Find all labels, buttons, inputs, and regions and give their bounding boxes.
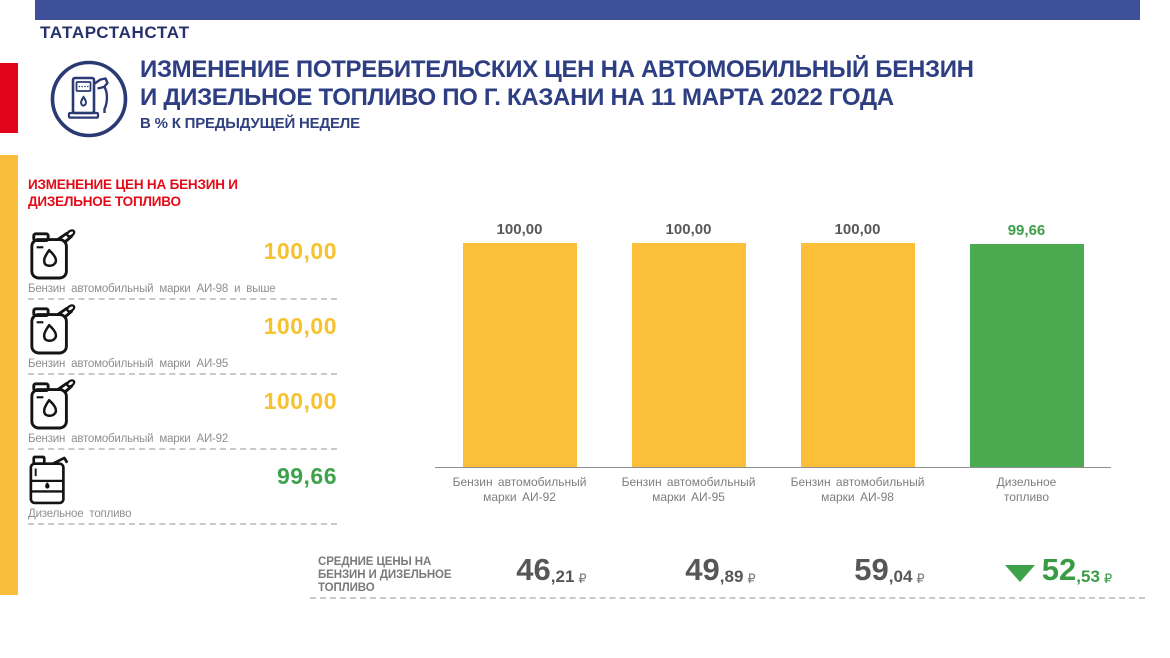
price-change-bar-chart: 100,00 100,00 100,00 99,66 Бензин автомо… [435,216,1111,505]
bar-ai95 [631,243,746,467]
bar-ai98 [800,243,915,467]
trend-down-icon [1004,564,1035,582]
bar-value-label: 99,66 [1007,221,1046,239]
fuel-pump-icon [48,58,130,140]
brand-name: ТАТАРСТАНСТАТ [40,23,190,42]
fuel-item-label: Бензин автомобильный марки АИ-95 [28,358,229,370]
price-ai92: 46,21 ₽ [516,552,587,587]
ruble-sign: ₽ [747,571,756,586]
fuel-index-value: 99,66 [276,463,337,489]
sidebar-heading-line-1: ИЗМЕНЕНИЕ ЦЕН НА БЕНЗИН И [28,177,238,192]
fuel-index-value: 100,00 [263,238,337,264]
bar-column-ai92: 100,00 [435,221,604,467]
sidebar-heading: ИЗМЕНЕНИЕ ЦЕН НА БЕНЗИН И ДИЗЕЛЬНОЕ ТОПЛ… [28,176,238,210]
fuel-item-label: Дизельное топливо [28,508,132,520]
average-prices-heading: СРЕДНИЕ ЦЕНЫ НА БЕНЗИН И ДИЗЕЛЬНОЕ ТОПЛИ… [318,556,452,594]
ruble-sign: ₽ [578,571,587,586]
bar-column-ai95: 100,00 [604,221,773,467]
chart-category-axis: Бензин автомобильный марки АИ-92 Бензин … [435,468,1111,505]
bar-value-label: 100,00 [834,221,881,238]
price-ai95: 49,89 ₽ [685,552,756,587]
page-title: ИЗМЕНЕНИЕ ПОТРЕБИТЕЛЬСКИХ ЦЕН НА АВТОМОБ… [140,56,1150,132]
title-subtitle: В % К ПРЕДЫДУЩЕЙ НЕДЕЛЕ [140,115,360,132]
title-line-2: И ДИЗЕЛЬНОЕ ТОПЛИВО ПО Г. КАЗАНИ НА 11 М… [140,84,894,111]
petrol-canister-icon [28,301,76,362]
fuel-list-item-ai98: 100,00 Бензин автомобильный марки АИ-98 … [28,222,337,300]
bar-column-ai98: 100,00 [773,221,942,467]
bar-value-label: 100,00 [496,221,543,238]
category-label-ai92: Бензин автомобильный марки АИ-92 [452,475,587,504]
category-label-ai95: Бензин автомобильный марки АИ-95 [621,475,756,504]
fuel-index-value: 100,00 [263,388,337,414]
bar-value-label: 100,00 [665,221,712,238]
bar-ai92 [462,243,577,467]
petrol-canister-icon [28,376,76,437]
category-label-diesel: Дизельное топливо [996,475,1057,504]
bottom-dashed-divider [310,597,1145,599]
left-red-accent [0,63,18,133]
category-label-ai98: Бензин автомобильный марки АИ-98 [790,475,925,504]
fuel-list-item-diesel: 99,66 Дизельное топливо [28,447,337,525]
fuel-item-label: Бензин автомобильный марки АИ-98 и выше [28,283,276,295]
bar-column-diesel: 99,66 [942,222,1111,467]
chart-plot-area: 100,00 100,00 100,00 99,66 [435,216,1111,468]
ruble-sign: ₽ [916,571,925,586]
price-diesel: 52,53 ₽ [974,552,1143,588]
sidebar-heading-line-2: ДИЗЕЛЬНОЕ ТОПЛИВО [28,194,181,209]
fuel-index-value: 100,00 [263,313,337,339]
ruble-sign: ₽ [1103,571,1113,586]
petrol-canister-icon [28,226,76,287]
diesel-canister-icon [28,451,72,512]
bar-diesel [969,243,1084,467]
left-yellow-accent [0,155,18,595]
fuel-item-label: Бензин автомобильный марки АИ-92 [28,433,229,445]
top-accent-bar [35,0,1140,20]
fuel-list-item-ai92: 100,00 Бензин автомобильный марки АИ-92 [28,372,337,450]
price-ai98: 59,04 ₽ [854,552,925,587]
average-prices-row: 46,21 ₽ 49,89 ₽ 59,04 ₽ 52,53 ₽ [435,552,1145,588]
fuel-list-item-ai95: 100,00 Бензин автомобильный марки АИ-95 [28,297,337,375]
title-line-1: ИЗМЕНЕНИЕ ПОТРЕБИТЕЛЬСКИХ ЦЕН НА АВТОМОБ… [140,56,974,83]
